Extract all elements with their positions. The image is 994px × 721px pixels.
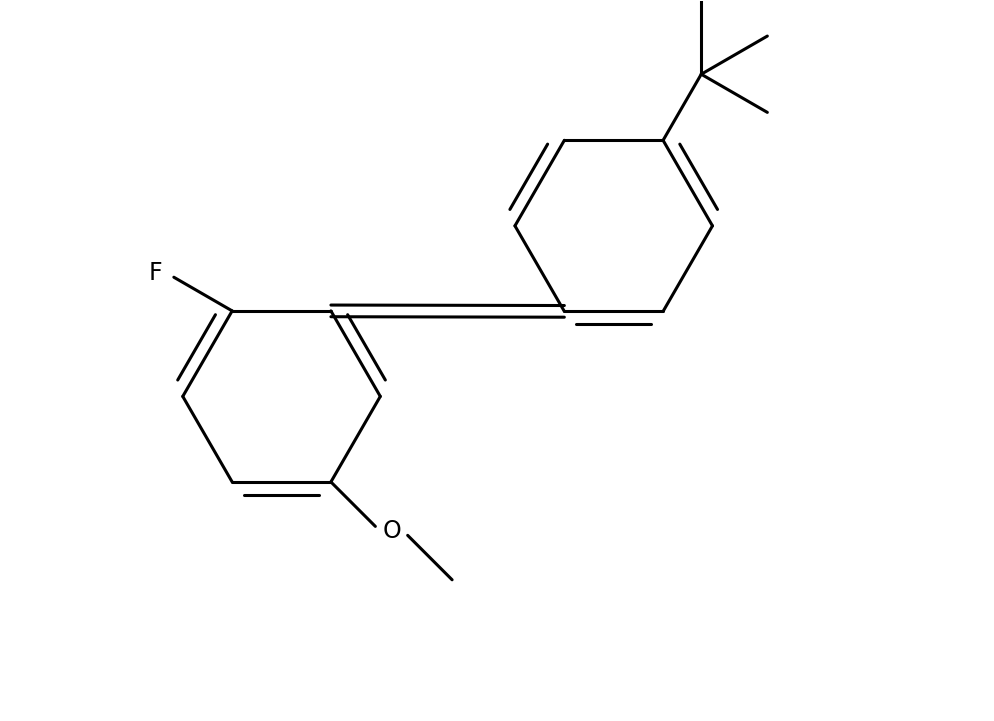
Text: O: O xyxy=(382,519,401,543)
Text: F: F xyxy=(149,261,163,285)
